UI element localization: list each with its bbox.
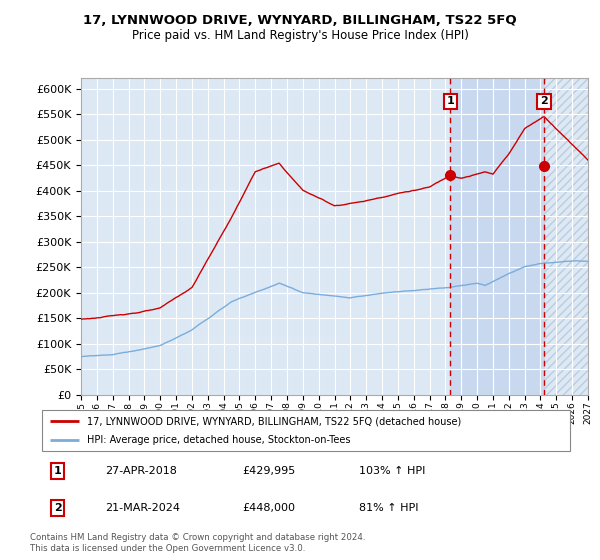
Text: Price paid vs. HM Land Registry's House Price Index (HPI): Price paid vs. HM Land Registry's House … <box>131 29 469 42</box>
Text: 27-APR-2018: 27-APR-2018 <box>106 466 177 476</box>
Text: HPI: Average price, detached house, Stockton-on-Tees: HPI: Average price, detached house, Stoc… <box>87 435 350 445</box>
Text: 1: 1 <box>54 466 62 476</box>
Text: 81% ↑ HPI: 81% ↑ HPI <box>359 503 418 513</box>
Text: £429,995: £429,995 <box>242 466 296 476</box>
Text: £448,000: £448,000 <box>242 503 296 513</box>
Text: 1: 1 <box>446 96 454 106</box>
Text: 103% ↑ HPI: 103% ↑ HPI <box>359 466 425 476</box>
FancyBboxPatch shape <box>42 410 570 451</box>
Text: 21-MAR-2024: 21-MAR-2024 <box>106 503 181 513</box>
Text: 2: 2 <box>540 96 548 106</box>
Text: 17, LYNNWOOD DRIVE, WYNYARD, BILLINGHAM, TS22 5FQ (detached house): 17, LYNNWOOD DRIVE, WYNYARD, BILLINGHAM,… <box>87 417 461 426</box>
Text: 17, LYNNWOOD DRIVE, WYNYARD, BILLINGHAM, TS22 5FQ: 17, LYNNWOOD DRIVE, WYNYARD, BILLINGHAM,… <box>83 14 517 27</box>
Text: Contains HM Land Registry data © Crown copyright and database right 2024.
This d: Contains HM Land Registry data © Crown c… <box>30 533 365 553</box>
Bar <box>451 78 544 395</box>
Text: 2: 2 <box>54 503 62 513</box>
Bar <box>544 78 588 395</box>
